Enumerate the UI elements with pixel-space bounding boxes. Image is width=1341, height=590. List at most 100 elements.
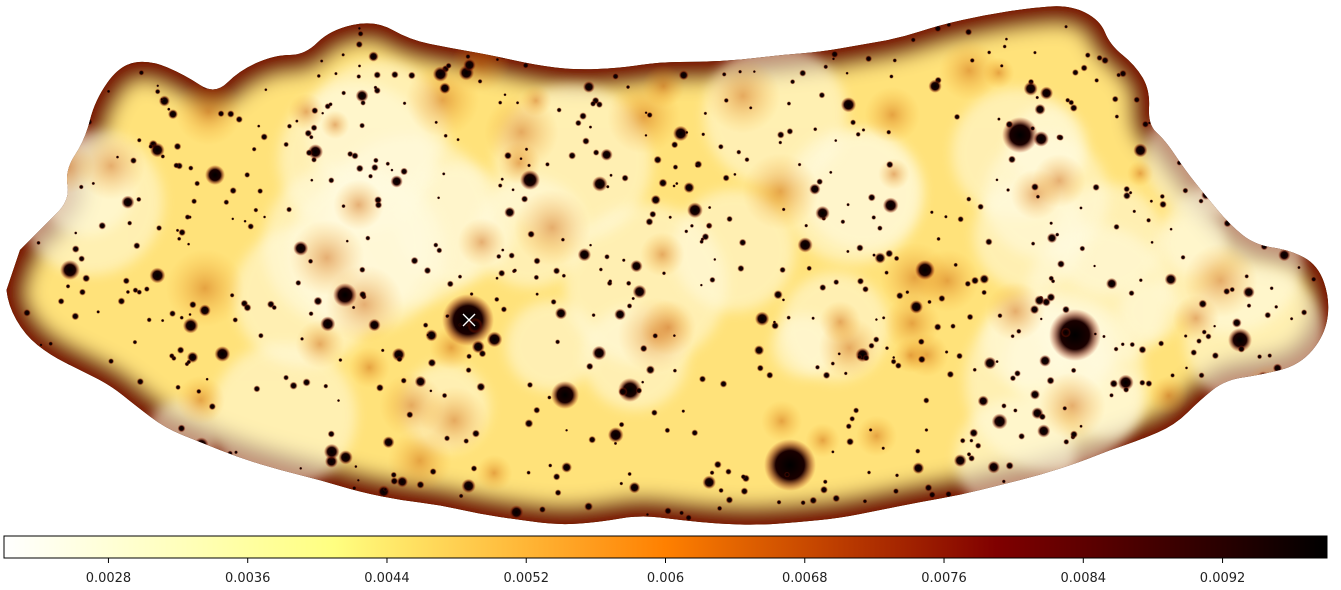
point-source [845, 71, 849, 75]
point-source [1120, 37, 1134, 50]
point-source [644, 111, 648, 115]
point-source [1222, 397, 1230, 405]
point-source [229, 187, 237, 195]
point-source [357, 26, 362, 31]
point-source [733, 172, 737, 177]
point-source [702, 475, 716, 490]
point-source [138, 69, 145, 76]
point-source [406, 411, 414, 419]
point-source [1102, 334, 1106, 339]
dark-feature [915, 260, 935, 280]
point-source [892, 488, 900, 495]
point-source [522, 62, 529, 69]
point-source [260, 133, 268, 141]
haze-region [348, 346, 390, 389]
point-source [1169, 227, 1173, 231]
point-source [1006, 187, 1011, 193]
point-source [868, 342, 875, 349]
point-source [1147, 121, 1151, 125]
point-source [1149, 111, 1155, 118]
point-source [376, 383, 384, 392]
point-source [1228, 23, 1235, 31]
point-source [461, 478, 476, 494]
colorbar-tick-label: 0.0028 [86, 571, 132, 586]
point-source [1048, 275, 1055, 282]
point-source [427, 358, 437, 368]
point-source [991, 413, 1008, 430]
point-source [588, 243, 593, 247]
point-source [953, 113, 961, 121]
point-source [509, 505, 524, 520]
point-source [304, 129, 312, 137]
point-source [896, 292, 904, 300]
point-source [977, 203, 984, 211]
point-source [1242, 42, 1248, 48]
point-source [953, 262, 958, 268]
point-source [28, 83, 35, 91]
point-source [1198, 372, 1205, 379]
point-source [122, 51, 137, 67]
point-source [1196, 405, 1204, 413]
point-source [1198, 299, 1208, 309]
point-source [58, 416, 63, 422]
point-source [607, 427, 624, 443]
point-source [323, 383, 329, 389]
point-source [630, 259, 643, 273]
point-source [1209, 69, 1218, 79]
point-source [721, 71, 727, 77]
point-source [374, 201, 383, 209]
point-source [1008, 155, 1016, 164]
point-source [500, 248, 505, 252]
point-source [122, 277, 130, 285]
point-source [1223, 219, 1232, 228]
point-source [1094, 77, 1100, 83]
point-source [390, 471, 397, 479]
point-source [1237, 345, 1246, 353]
point-source [463, 58, 476, 72]
point-source [621, 174, 629, 182]
point-source [953, 454, 967, 467]
point-source [588, 435, 596, 444]
haze-region [864, 86, 921, 143]
point-source [1044, 478, 1049, 483]
point-source [354, 464, 358, 469]
point-source [97, 431, 103, 436]
point-source [789, 79, 796, 85]
point-source [995, 178, 999, 182]
point-source [1310, 276, 1317, 283]
footprint-interior [6, 6, 1329, 525]
point-source [964, 28, 973, 36]
dark-feature [333, 283, 357, 307]
point-source [1313, 452, 1320, 459]
point-source [146, 507, 152, 513]
point-source [1263, 492, 1270, 498]
point-source [64, 122, 69, 127]
point-source [417, 507, 423, 513]
point-source [881, 446, 886, 451]
point-source [661, 271, 667, 276]
point-source [102, 479, 110, 486]
point-source [25, 392, 33, 401]
point-source [173, 162, 180, 169]
point-source [1201, 189, 1212, 200]
point-source [223, 199, 230, 206]
point-source [396, 355, 403, 363]
point-source [58, 484, 65, 491]
colorbar: 0.0028 0.0036 0.0044 0.0052 0.006 0.0068 0.007… [3, 534, 1328, 590]
point-source [1039, 86, 1054, 100]
point-source [441, 172, 446, 176]
point-source [683, 182, 695, 194]
point-source [232, 317, 239, 323]
point-source [934, 24, 942, 33]
point-source [1080, 64, 1088, 72]
point-source [1260, 242, 1268, 251]
point-source [999, 63, 1004, 68]
point-source [220, 79, 226, 84]
point-source [736, 149, 742, 155]
point-source [889, 74, 894, 79]
point-source [924, 483, 933, 492]
point-source [946, 21, 952, 28]
point-source [1267, 383, 1275, 390]
point-source [820, 485, 828, 494]
point-source [261, 47, 270, 56]
